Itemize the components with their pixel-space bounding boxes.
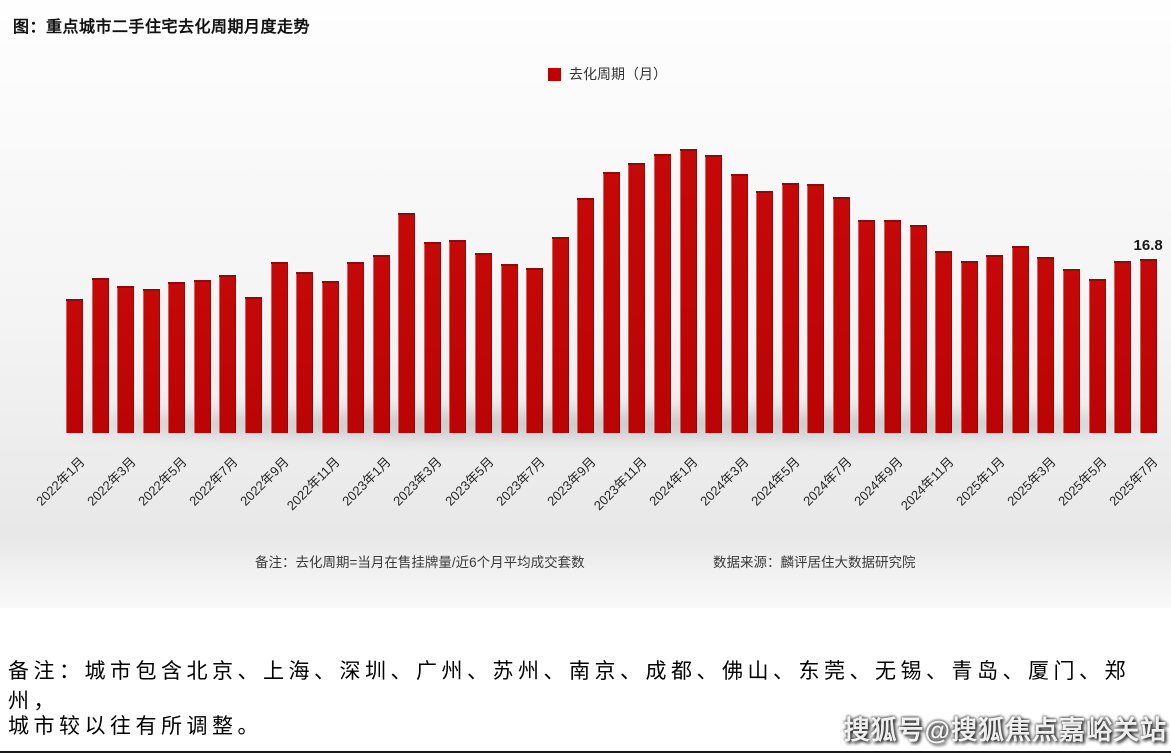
bottom-border-line [0,751,1171,753]
bar-2024年1月 [679,149,697,433]
plot-area: 16.8 [66,143,1163,437]
bar-2025年6月 [1114,261,1132,433]
bar-2023年12月 [653,154,671,433]
footnote-definition: 备注：去化周期=当月在售挂牌量/近6个月平均成交套数 [255,555,585,570]
bottom-note-line1: 备注：城市包含北京、上海、深圳、广州、苏州、南京、成都、佛山、东莞、无锡、青岛、… [8,659,1130,713]
bar-2022年12月 [347,262,365,433]
bar-2023年11月 [628,163,646,433]
chart-title: 图：重点城市二手住宅去化周期月度走势 [13,19,311,36]
bar-2023年9月 [577,198,595,433]
bar-2023年3月 [423,242,441,433]
bar-2022年10月 [296,272,314,433]
bar-2023年2月 [398,213,416,433]
bar-2025年5月 [1088,279,1106,433]
bottom-note-line2: 城市较以往有所调整。 [8,714,263,738]
bar-2025年4月 [1062,269,1080,433]
bar-2024年2月 [705,155,723,433]
bar-value-label: 16.8 [1133,237,1163,254]
bar-2022年8月 [244,297,262,433]
bar-2022年1月 [66,299,83,433]
legend-item: 去化周期（月） [548,64,667,84]
bar-2023年10月 [602,172,620,433]
watermark: 搜狐号@搜狐焦点嘉峪关站 [843,715,1167,745]
bar-2025年3月 [1037,257,1055,433]
bar-2024年3月 [730,174,748,433]
bar-2022年5月 [168,282,186,433]
bar-2022年2月 [91,278,109,433]
bar-2023年7月 [526,268,544,433]
bar-2023年5月 [475,253,492,433]
bar-2023年4月 [449,240,467,433]
bar-2022年6月 [193,280,211,433]
legend-color-swatch-icon [548,67,561,81]
bar-2025年2月 [1011,246,1029,433]
bar-2022年9月 [270,262,288,433]
bar-2024年5月 [781,183,799,433]
bar-2023年1月 [372,255,390,433]
bar-2023年8月 [551,237,569,433]
bar-2025年1月 [986,255,1004,433]
bar-2022年7月 [219,275,237,433]
bar-2024年4月 [756,191,774,433]
bar-2024年8月 [858,220,876,433]
chart-section: 图：重点城市二手住宅去化周期月度走势 去化周期（月） 16.8 2022年1月 2… [0,0,1171,608]
bar-2022年3月 [117,286,135,433]
bar-2022年11月 [321,281,339,433]
bar-2024年7月 [832,197,850,433]
bar-2024年9月 [884,220,901,433]
legend: 去化周期（月） [0,64,1171,84]
bar-2024年10月 [909,225,927,433]
legend-label: 去化周期（月） [569,66,667,82]
bar-2025年7月: 16.8 [1134,237,1163,433]
footnote-source: 数据来源：麟评居住大数据研究院 [713,555,916,570]
bar-2022年4月 [142,289,160,433]
bar-2024年6月 [807,184,825,433]
bar-2024年12月 [960,261,978,433]
bar-2024年11月 [935,251,953,433]
bar-2023年6月 [500,264,518,433]
